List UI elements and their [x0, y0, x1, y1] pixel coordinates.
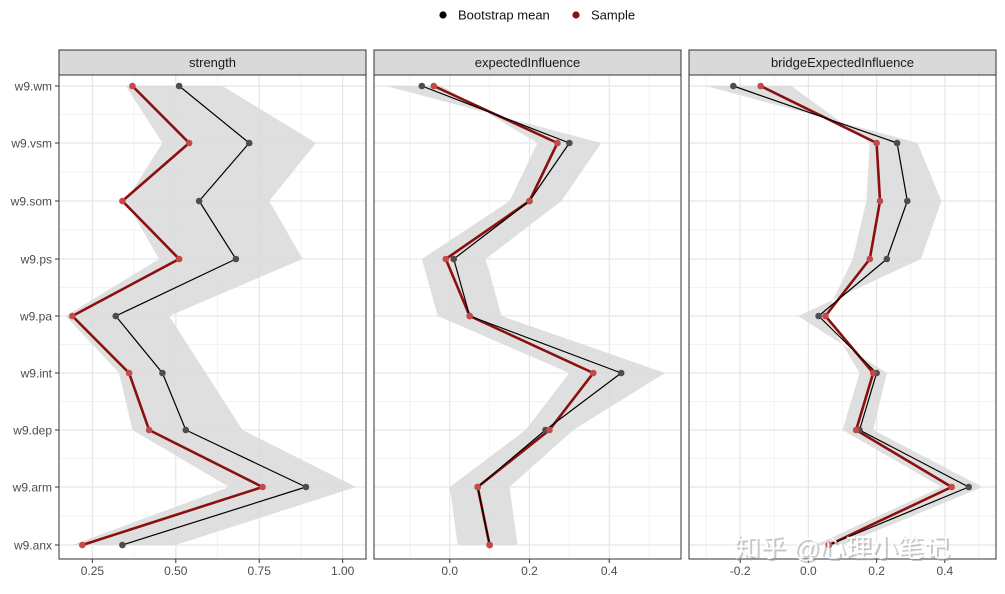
point-bootstrap-0-8 [119, 541, 126, 549]
watermark-shadow: 知乎 @心理小笔记 [736, 535, 952, 565]
x-tick-label-1-0: 0.0 [441, 564, 458, 578]
confidence-band-2 [706, 86, 983, 545]
y-tick-label-4: w9.pa [19, 310, 52, 324]
x-tick-label-0-2: 0.75 [248, 564, 272, 578]
point-sample-1-7 [474, 483, 481, 491]
point-sample-1-3 [442, 255, 450, 263]
legend-key-1 [572, 11, 580, 19]
point-bootstrap-0-5 [159, 369, 166, 377]
point-bootstrap-0-7 [302, 483, 310, 491]
x-tick-label-2-0: -0.2 [730, 564, 751, 578]
y-tick-label-6: w9.dep [12, 424, 52, 438]
point-bootstrap-1-0 [418, 82, 426, 90]
y-tick-label-0: w9.wm [14, 80, 52, 94]
point-bootstrap-2-7 [965, 483, 973, 491]
panel-2: bridgeExpectedInfluence -0.2 0.0 0.2 0.4 [688, 49, 997, 578]
panel-border-0 [58, 74, 367, 560]
x-tick-label-1-1: 0.2 [521, 564, 538, 578]
point-sample-1-6 [546, 426, 553, 434]
watermark-text: 知乎 @心理小笔记 [734, 533, 950, 563]
panel-0: strength 0.25 0.50 0.75 1.00 w9.wm w9.vsm w9.so… [10, 49, 367, 578]
point-bootstrap-2-1 [893, 139, 901, 147]
point-bootstrap-0-1 [245, 139, 253, 147]
point-sample-1-4 [466, 312, 473, 320]
point-bootstrap-1-5 [617, 369, 625, 377]
panel-title-0: strength [189, 55, 236, 70]
point-sample-2-2 [876, 197, 884, 205]
point-bootstrap-1-3 [450, 255, 458, 263]
point-bootstrap-0-0 [175, 82, 183, 90]
x-tick-label-2-2: 0.2 [868, 564, 885, 578]
point-bootstrap-0-4 [112, 312, 120, 320]
watermark: 知乎 @心理小笔记 知乎 @心理小笔记 [734, 533, 952, 565]
point-sample-1-1 [554, 139, 561, 147]
point-sample-0-1 [185, 139, 193, 147]
point-sample-2-7 [948, 483, 955, 491]
point-sample-1-5 [589, 369, 597, 377]
point-bootstrap-2-4 [815, 312, 822, 320]
panel-title-2: bridgeExpectedInfluence [771, 55, 914, 70]
legend-key-0 [439, 11, 447, 19]
point-sample-2-0 [757, 82, 764, 90]
x-tick-label-2-3: 0.4 [936, 564, 953, 578]
point-sample-0-2 [119, 197, 126, 205]
point-bootstrap-1-1 [566, 139, 573, 147]
point-sample-2-3 [866, 255, 874, 263]
point-sample-0-0 [129, 82, 136, 90]
point-sample-0-8 [79, 541, 86, 549]
panel-strip-1 [373, 49, 682, 76]
point-sample-2-4 [822, 312, 829, 320]
point-bootstrap-0-6 [182, 426, 190, 434]
point-bootstrap-2-0 [730, 82, 737, 90]
legend-label-1: Sample [591, 8, 635, 23]
point-sample-2-6 [852, 426, 860, 434]
point-sample-0-5 [125, 369, 133, 377]
y-tick-label-3: w9.ps [20, 253, 52, 267]
x-tick-label-2-1: 0.0 [800, 564, 817, 578]
panel-border-1 [373, 74, 682, 560]
legend-label-0: Bootstrap mean [458, 8, 550, 23]
panel-title-1: expectedInfluence [475, 55, 581, 70]
y-tick-label-1: w9.vsm [10, 137, 52, 151]
panel-background-1 [374, 75, 681, 559]
panel-strip-2 [688, 49, 997, 76]
legend: Bootstrap mean Sample [439, 8, 635, 23]
y-tick-label-8: w9.anx [13, 539, 52, 553]
panel-strip-0 [58, 49, 367, 76]
y-tick-label-7: w9.arm [12, 481, 52, 495]
confidence-band-0 [65, 86, 356, 545]
y-tick-label-5: w9.int [20, 367, 53, 381]
confidence-band-1 [385, 86, 666, 545]
x-tick-label-1-2: 0.4 [601, 564, 618, 578]
y-tick-label-2: w9.som [10, 195, 52, 209]
point-sample-2-5 [869, 369, 877, 377]
point-sample-1-8 [486, 541, 493, 549]
facet-panels: strength 0.25 0.50 0.75 1.00 w9.wm w9.vsm w9.so… [10, 49, 997, 578]
x-tick-label-0-1: 0.50 [164, 564, 188, 578]
point-bootstrap-0-3 [232, 255, 240, 263]
point-bootstrap-2-2 [904, 197, 911, 205]
point-sample-0-7 [259, 483, 266, 491]
panel-1: expectedInfluence 0.0 0.2 0.4 [373, 49, 682, 578]
panel-border-2 [688, 74, 997, 560]
point-bootstrap-2-3 [883, 255, 891, 263]
point-sample-0-6 [145, 426, 153, 434]
point-bootstrap-0-2 [195, 197, 203, 205]
point-sample-2-1 [873, 139, 880, 147]
point-sample-1-0 [430, 82, 438, 90]
point-sample-2-8 [825, 541, 833, 549]
point-sample-0-4 [69, 312, 76, 320]
point-sample-1-2 [526, 197, 533, 205]
point-sample-0-3 [175, 255, 183, 263]
x-tick-label-0-0: 0.25 [81, 564, 105, 578]
x-tick-label-0-3: 1.00 [331, 564, 355, 578]
